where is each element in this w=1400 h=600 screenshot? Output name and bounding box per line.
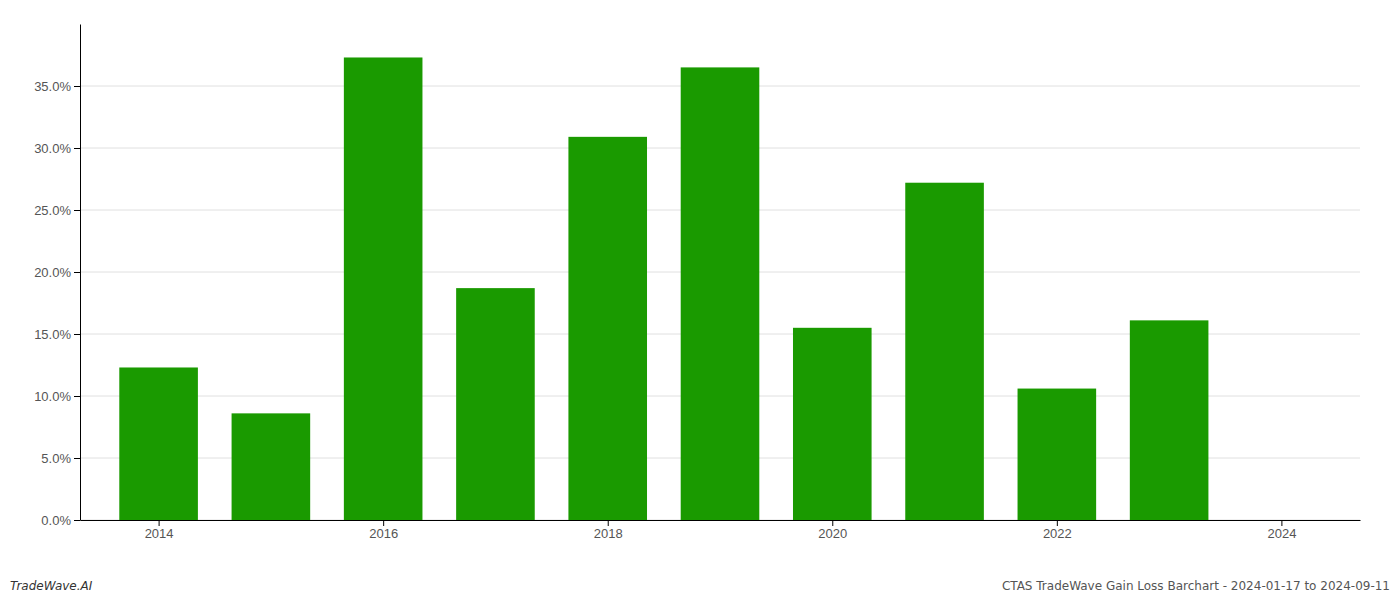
x-tick: 2020 (818, 520, 847, 541)
y-tick-label: 25.0% (34, 203, 71, 218)
bar (905, 183, 984, 520)
footer-right: CTAS TradeWave Gain Loss Barchart - 2024… (1002, 579, 1390, 593)
plot-area: 2014 2016 2018 2020 2022 2024 0.0% 5.0% 10.0% 15.… (34, 25, 1360, 542)
y-tick-label: 0.0% (41, 513, 71, 528)
x-tick-mark (1281, 520, 1282, 526)
y-tick-label: 15.0% (34, 327, 71, 342)
x-tick-label: 2014 (145, 526, 174, 541)
x-tick: 2022 (1043, 520, 1072, 541)
x-tick: 2016 (369, 520, 398, 541)
x-tick-label: 2022 (1043, 526, 1072, 541)
bars (119, 57, 1208, 520)
chart-svg: 2014 2016 2018 2020 2022 2024 0.0% 5.0% 10.0% 15.… (0, 0, 1400, 600)
bar (344, 57, 423, 520)
x-tick: 2014 (145, 520, 174, 541)
x-tick-mark (832, 520, 833, 526)
y-tick-mark (74, 458, 80, 459)
x-tick-label: 2024 (1267, 526, 1296, 541)
y-tick-mark (74, 86, 80, 87)
bar (1018, 389, 1097, 520)
x-tick-label: 2020 (818, 526, 847, 541)
bar (1130, 320, 1209, 520)
x-tick-mark (383, 520, 384, 526)
y-tick-mark (74, 396, 80, 397)
y-tick: 35.0% (34, 79, 80, 94)
x-axis: 2014 2016 2018 2020 2022 2024 (81, 520, 1361, 541)
y-tick-label: 10.0% (34, 389, 71, 404)
bar (568, 137, 647, 520)
y-tick-mark (74, 520, 80, 521)
y-axis-line (80, 25, 81, 521)
y-tick: 0.0% (41, 513, 80, 528)
y-tick: 10.0% (34, 389, 80, 404)
y-tick-label: 35.0% (34, 79, 71, 94)
x-tick: 2024 (1267, 520, 1296, 541)
x-tick-mark (608, 520, 609, 526)
x-tick-label: 2016 (369, 526, 398, 541)
y-tick: 5.0% (41, 451, 80, 466)
bar (456, 288, 535, 520)
y-tick-label: 30.0% (34, 141, 71, 156)
x-axis-line (81, 520, 1361, 521)
footer-left: TradeWave.AI (10, 579, 93, 593)
y-axis: 0.0% 5.0% 10.0% 15.0% 20.0% 25.0% 30.0% 35.0% (34, 25, 80, 528)
x-tick: 2018 (594, 520, 623, 541)
y-tick-mark (74, 272, 80, 273)
x-tick-mark (159, 520, 160, 526)
x-tick-label: 2018 (594, 526, 623, 541)
y-tick-mark (74, 148, 80, 149)
bar (793, 328, 872, 520)
bar (119, 367, 198, 520)
bar (681, 67, 760, 520)
y-tick-label: 20.0% (34, 265, 71, 280)
y-tick-label: 5.0% (41, 451, 71, 466)
y-tick-mark (74, 334, 80, 335)
y-tick: 15.0% (34, 327, 80, 342)
x-tick-mark (1057, 520, 1058, 526)
bar (232, 413, 311, 520)
y-tick: 30.0% (34, 141, 80, 156)
y-tick: 20.0% (34, 265, 80, 280)
y-tick-mark (74, 210, 80, 211)
y-tick: 25.0% (34, 203, 80, 218)
